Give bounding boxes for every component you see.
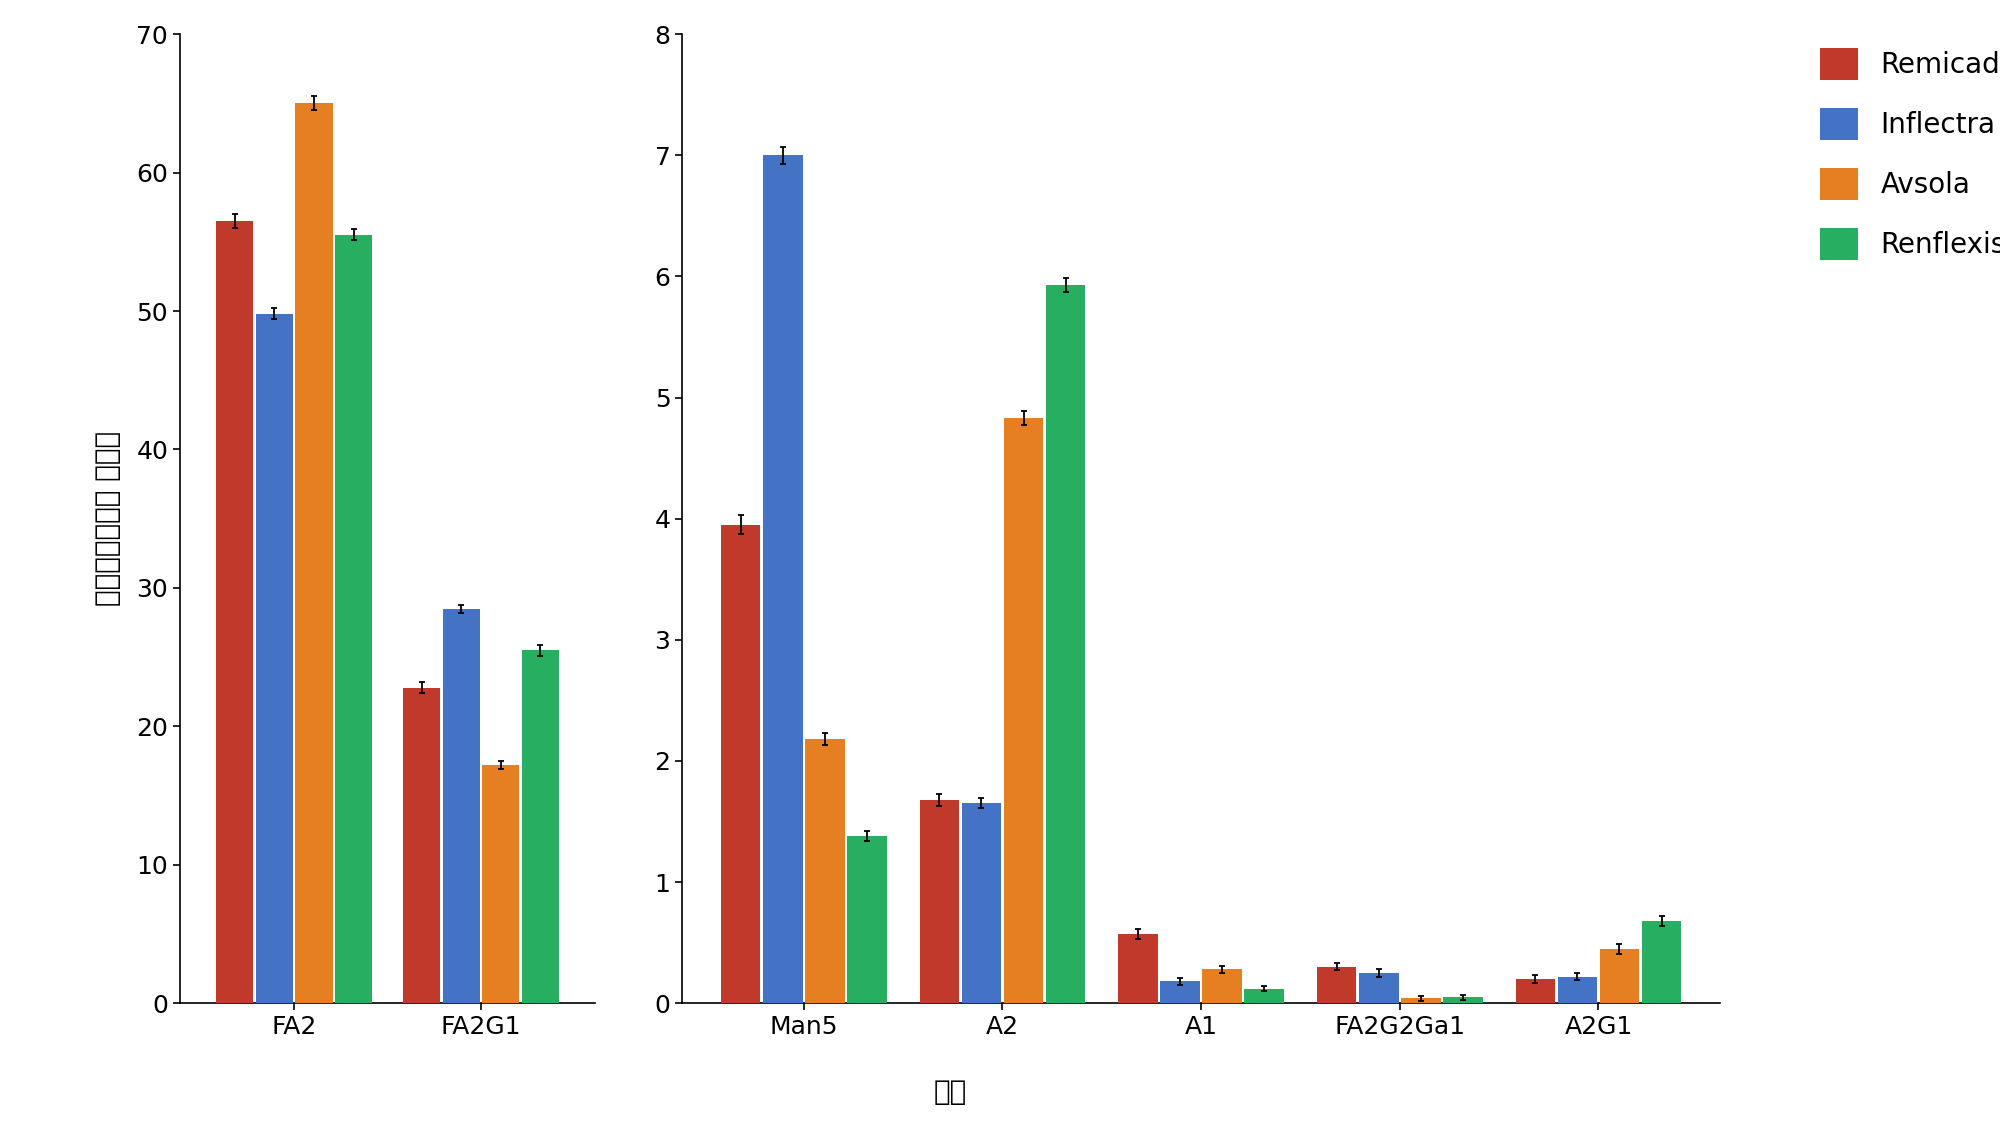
Bar — [1402, 999, 1440, 1003]
Bar — [1160, 982, 1200, 1003]
Bar — [1642, 921, 1682, 1003]
Bar — [1516, 979, 1556, 1003]
Bar — [482, 765, 520, 1003]
Bar — [1358, 972, 1398, 1003]
Bar — [1202, 969, 1242, 1003]
Bar — [962, 804, 1002, 1003]
Bar — [522, 650, 558, 1003]
Bar — [1046, 285, 1086, 1003]
Bar — [1316, 967, 1356, 1003]
Bar — [806, 739, 844, 1003]
Bar — [296, 104, 332, 1003]
Y-axis label: 相対含有量（％ 面積）: 相対含有量（％ 面積） — [94, 431, 122, 606]
Legend: Remicade, Inflectra, Avsola, Renflexis: Remicade, Inflectra, Avsola, Renflexis — [1820, 48, 2000, 260]
Bar — [920, 800, 960, 1003]
Bar — [1004, 418, 1044, 1003]
Bar — [256, 314, 294, 1003]
Bar — [762, 155, 802, 1003]
Bar — [1600, 948, 1640, 1003]
Bar — [1558, 977, 1598, 1003]
Text: 糖鎖: 糖鎖 — [934, 1077, 966, 1106]
Bar — [1244, 988, 1284, 1003]
Bar — [848, 836, 886, 1003]
Bar — [216, 221, 254, 1003]
Bar — [442, 609, 480, 1003]
Bar — [334, 235, 372, 1003]
Bar — [720, 524, 760, 1003]
Bar — [1118, 934, 1158, 1003]
Bar — [404, 687, 440, 1003]
Bar — [1444, 998, 1482, 1003]
